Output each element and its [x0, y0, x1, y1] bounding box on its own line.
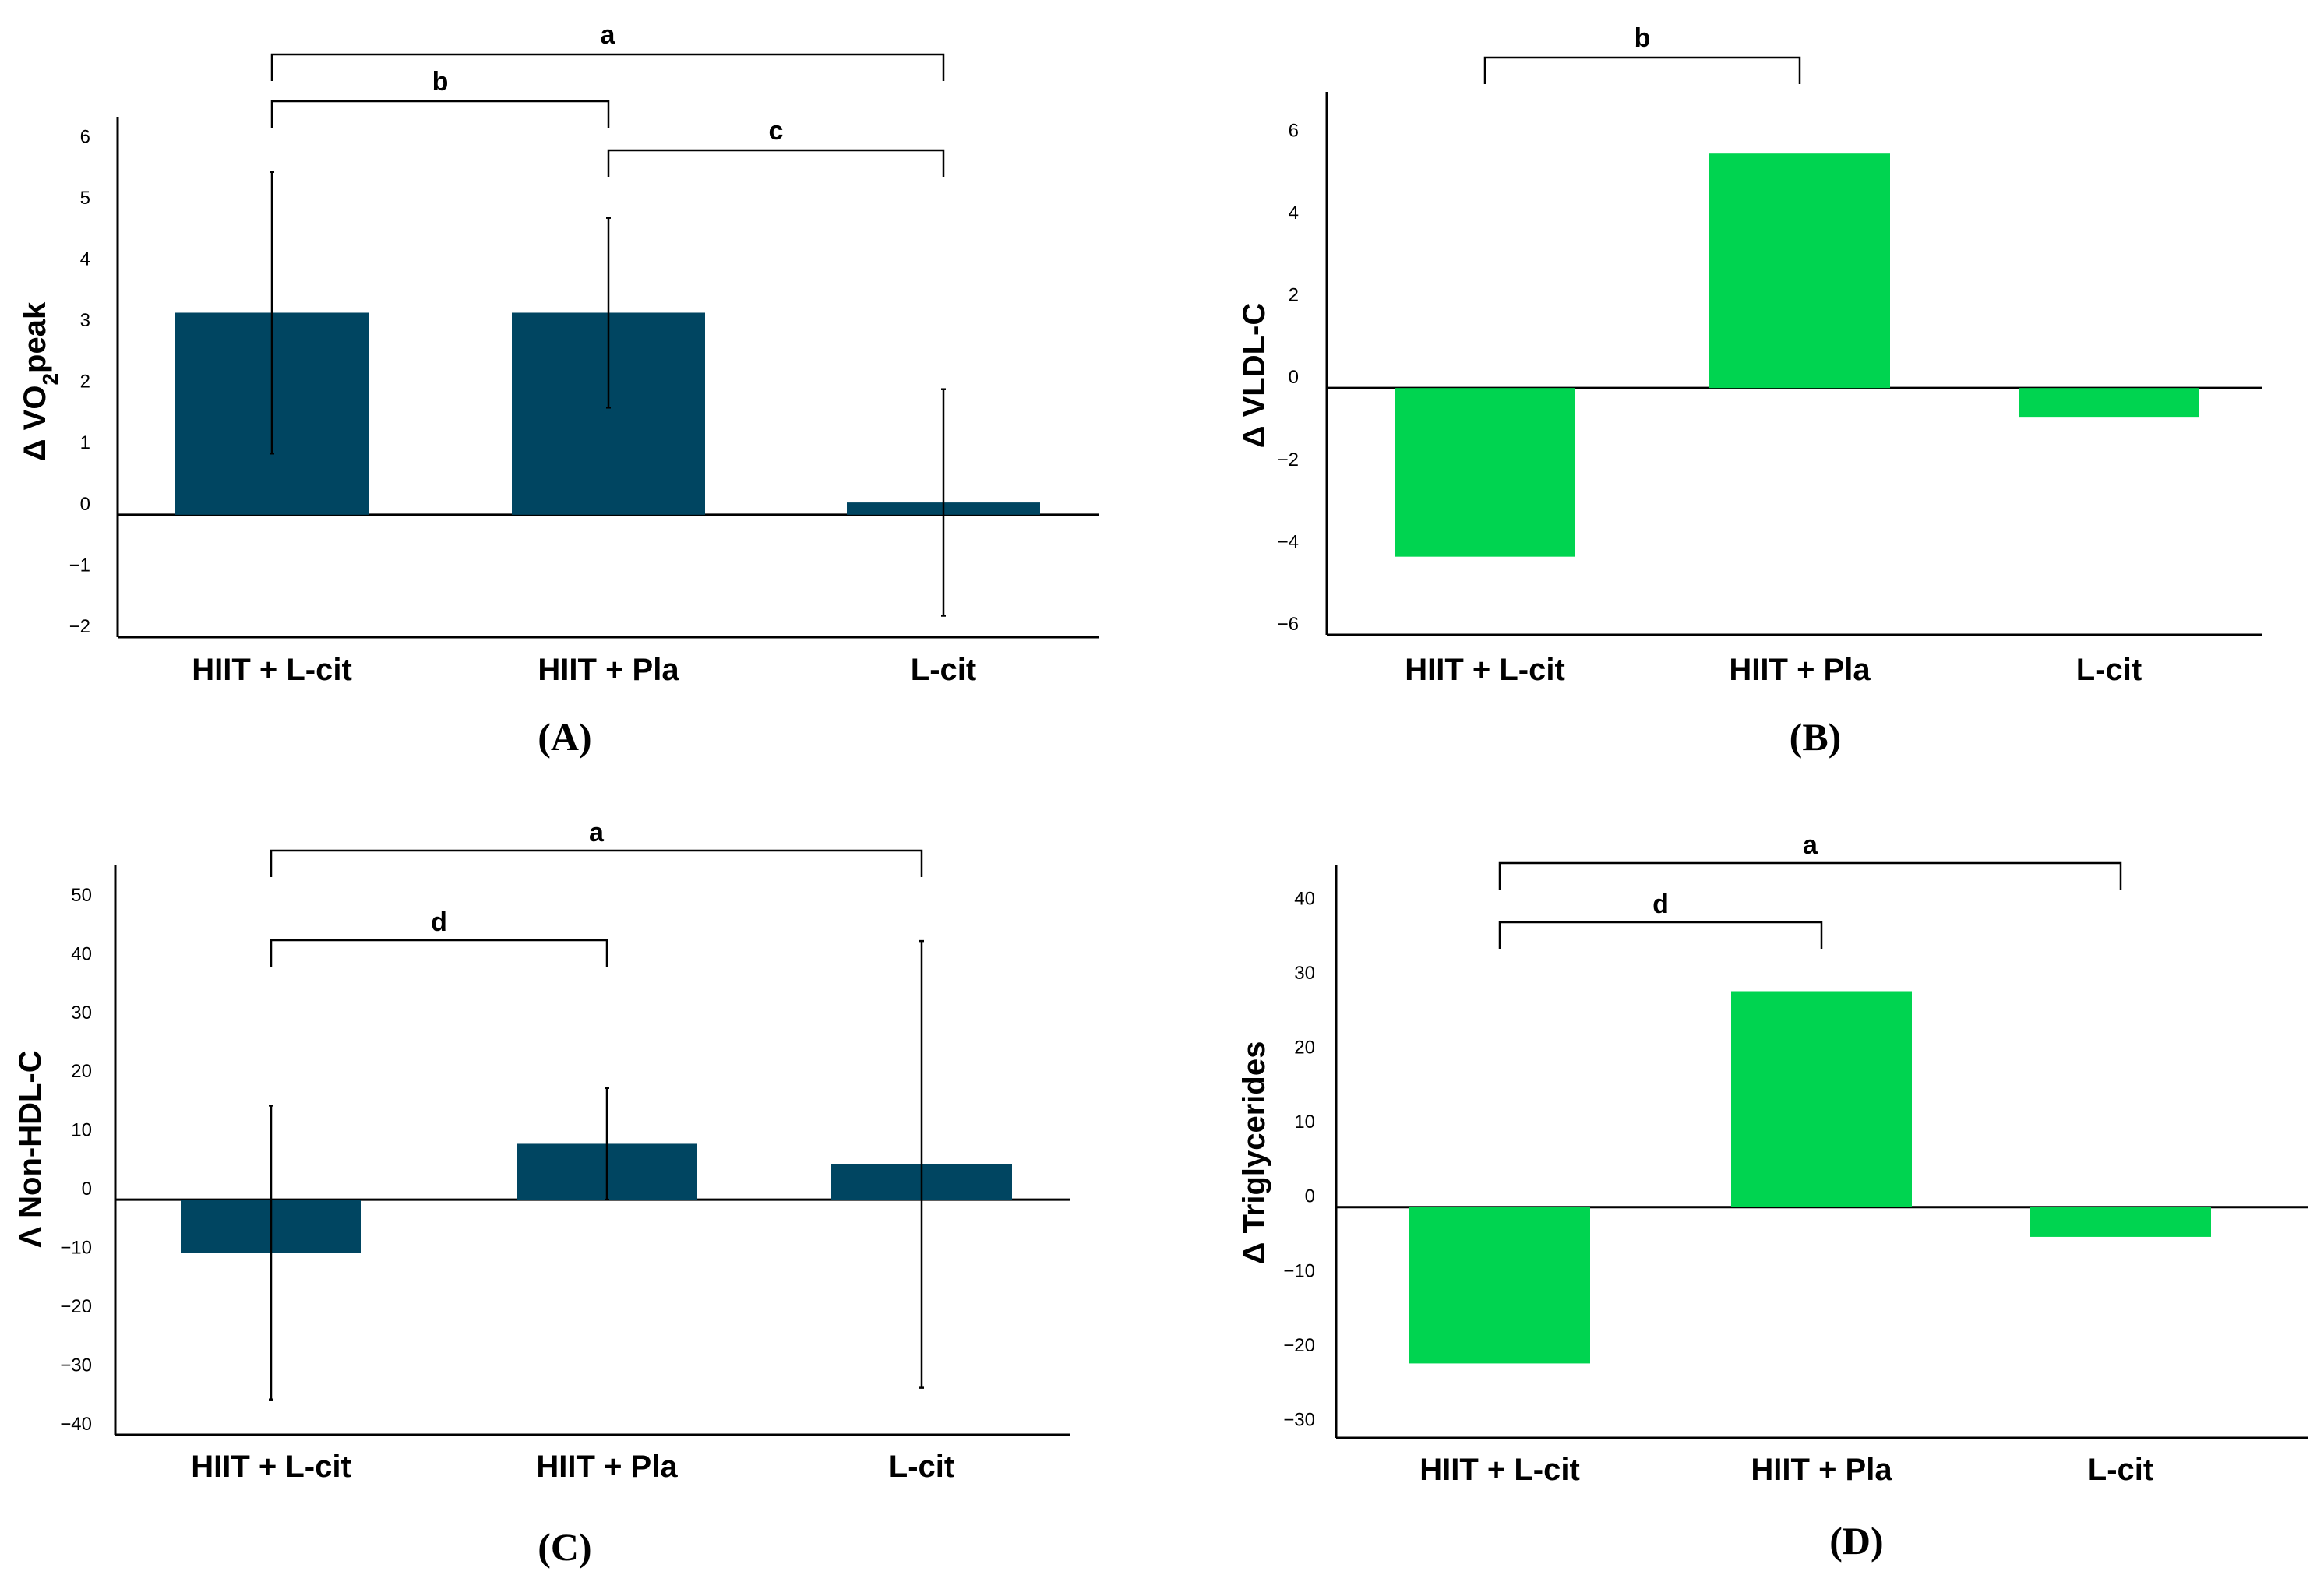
y-tick-label: 4: [1289, 203, 1299, 224]
y-tick-label: 40: [1294, 888, 1315, 909]
significance-bracket: [1483, 56, 1801, 84]
y-tick-label: 30: [1294, 963, 1315, 984]
category-label: HIIT + Pla: [1751, 1453, 1892, 1487]
significance-bracket: [270, 849, 923, 877]
y-tick-label: 4: [80, 248, 90, 270]
y-tick-label: 0: [82, 1179, 92, 1200]
y-tick-label: 20: [1294, 1038, 1315, 1059]
y-axis-label-part: Δ VO: [18, 386, 52, 462]
category-label: HIIT + L-cit: [191, 1450, 351, 1484]
y-tick-label: 2: [80, 372, 90, 393]
significance-label: b: [432, 67, 449, 97]
category-label: HIIT + L-cit: [192, 653, 352, 687]
y-tick-label: 0: [1289, 367, 1299, 388]
y-tick-label: −2: [1278, 449, 1299, 470]
significance-label: c: [769, 116, 784, 146]
y-tick-label: 6: [1289, 120, 1299, 141]
y-tick-label: 10: [1294, 1112, 1315, 1133]
significance-bracket: [1498, 921, 1823, 949]
significance-bracket: [270, 100, 610, 128]
y-tick-label: −2: [69, 616, 90, 637]
significance-label: a: [601, 20, 616, 50]
y-tick-label: −1: [69, 555, 90, 576]
category-label: HIIT + Pla: [538, 653, 679, 687]
y-axis-label: Δ VO2peak: [18, 301, 62, 461]
panel-label: (B): [1790, 715, 1842, 759]
panel-c: −40 −30 −20 −10 0 10 20 30 40 50 Λ Non-HDL-C HIIT +…: [13, 818, 1070, 1569]
y-tick-label: 1: [80, 432, 90, 453]
y-axis-label-part: 2: [38, 373, 62, 386]
y-tick-label: −10: [1283, 1260, 1315, 1281]
y-axis-label-part: Λ Non-HDL-C: [13, 1050, 48, 1247]
category-label: HIIT + L-cit: [1405, 653, 1565, 687]
y-tick-label: −4: [1278, 531, 1299, 552]
y-axis-label: Λ Non-HDL-C: [13, 1050, 48, 1247]
significance-label: a: [589, 818, 605, 847]
significance-bracket: [1498, 861, 2122, 890]
significance-bracket: [270, 53, 945, 81]
y-tick-label: 6: [80, 126, 90, 147]
bar: [1709, 153, 1890, 389]
y-axis-label-part: Δ VLDL-C: [1237, 303, 1271, 449]
y-tick-label: 3: [80, 310, 90, 331]
category-label: L-cit: [911, 653, 976, 687]
significance-label: d: [431, 907, 447, 937]
category-label: HIIT + Pla: [536, 1450, 678, 1484]
y-tick-label: 2: [1289, 285, 1299, 306]
y-tick-label: −6: [1278, 614, 1299, 635]
bar: [2019, 388, 2199, 418]
y-tick-label: 30: [71, 1002, 92, 1024]
panel-b: −6 −4 −2 0 2 4 6 Δ VLDL-C HIIT + L-cit HIIT + Pla…: [1237, 23, 2262, 759]
bar: [1395, 388, 1575, 557]
category-label: L-cit: [889, 1450, 954, 1484]
y-tick-label: −40: [60, 1414, 92, 1435]
y-tick-label: 40: [71, 943, 92, 964]
y-axis-label: Δ VLDL-C: [1237, 303, 1271, 449]
bar: [2030, 1207, 2211, 1237]
y-axis-label-part: peak: [18, 301, 52, 373]
bar: [1409, 1207, 1590, 1364]
y-tick-label: −30: [60, 1355, 92, 1376]
y-tick-label: 20: [71, 1061, 92, 1082]
significance-label: b: [1635, 23, 1651, 53]
category-label: HIIT + L-cit: [1419, 1453, 1580, 1487]
significance-label: a: [1803, 830, 1818, 860]
significance-label: d: [1652, 890, 1669, 919]
y-tick-label: −30: [1283, 1409, 1315, 1430]
y-tick-label: 0: [80, 494, 90, 515]
bar: [1731, 991, 1912, 1207]
y-tick-label: 0: [1305, 1186, 1315, 1207]
y-axis-label-part: Δ Triglycerides: [1237, 1041, 1271, 1265]
category-label: HIIT + Pla: [1729, 653, 1871, 687]
panel-label: (D): [1829, 1519, 1883, 1563]
significance-bracket: [607, 149, 945, 177]
panel-label: (C): [538, 1525, 591, 1569]
y-tick-label: 10: [71, 1120, 92, 1141]
y-tick-label: 5: [80, 188, 90, 209]
y-tick-label: 50: [71, 885, 92, 906]
y-axis-label: Δ Triglycerides: [1237, 1041, 1271, 1265]
y-tick-label: −20: [60, 1296, 92, 1317]
y-tick-label: −10: [60, 1238, 92, 1259]
panel-d: −30 −20 −10 0 10 20 30 40 Δ Triglycerides HIIT + …: [1237, 830, 2308, 1563]
panel-label: (A): [538, 715, 591, 759]
y-tick-label: −20: [1283, 1335, 1315, 1356]
category-label: L-cit: [2088, 1453, 2153, 1487]
category-label: L-cit: [2076, 653, 2142, 687]
significance-bracket: [270, 939, 608, 967]
